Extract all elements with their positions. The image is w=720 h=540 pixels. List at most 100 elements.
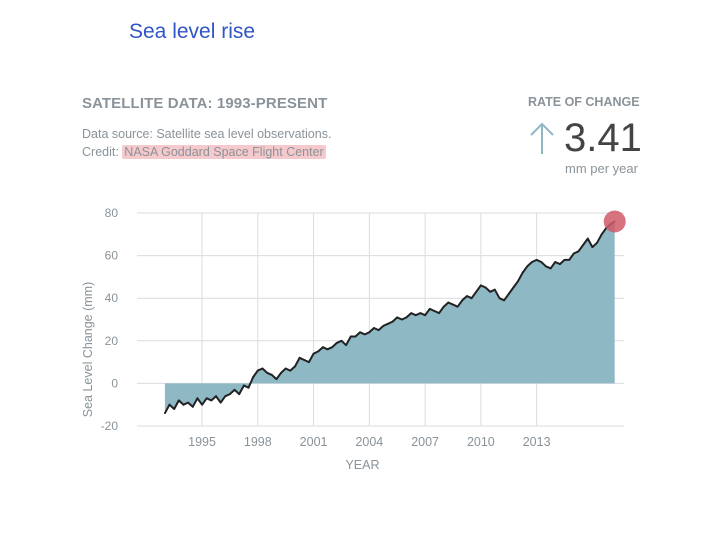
data-point [600, 233, 603, 236]
data-point [484, 286, 487, 289]
data-point [280, 371, 282, 374]
data-point [233, 388, 236, 391]
data-point [284, 367, 287, 370]
data-point [182, 403, 185, 406]
data-point [335, 342, 338, 344]
x-tick-label: 2007 [411, 435, 439, 449]
data-point [433, 310, 436, 312]
data-point [410, 312, 413, 314]
data-point [582, 244, 584, 246]
data-point [526, 265, 529, 268]
data-point [559, 263, 561, 265]
data-source-text: Data source: Satellite sea level observa… [82, 127, 332, 141]
x-tick-label: 1998 [244, 435, 272, 449]
data-point [507, 293, 510, 295]
data-point [396, 316, 399, 319]
rate-of-change-label: RATE OF CHANGE [528, 95, 640, 109]
data-point [405, 316, 408, 319]
data-point [205, 397, 208, 400]
data-point [466, 295, 468, 297]
slide-title: Sea level rise [129, 20, 256, 43]
data-point [591, 246, 594, 249]
x-tick-label: 2004 [355, 435, 383, 449]
data-point [210, 399, 213, 402]
y-tick-label: 60 [105, 249, 119, 263]
credit-link[interactable]: NASA Goddard Space Flight Center [122, 145, 326, 159]
credit-line: Credit: NASA Goddard Space Flight Center [82, 145, 326, 159]
data-point [238, 393, 241, 395]
data-point [173, 408, 176, 410]
y-axis-label: Sea Level Change (mm) [81, 282, 95, 417]
data-point [303, 359, 306, 361]
data-point [480, 284, 482, 287]
data-point [568, 259, 571, 261]
data-point [377, 329, 380, 331]
y-tick-label: 40 [105, 291, 119, 305]
data-point [187, 401, 190, 404]
data-point [247, 386, 250, 389]
data-point [503, 299, 505, 302]
data-point [470, 297, 473, 300]
data-point [191, 405, 194, 408]
data-point [498, 297, 501, 300]
y-tick-label: -20 [101, 419, 119, 433]
series-area [164, 221, 615, 414]
y-tick-label: 20 [105, 334, 119, 348]
data-point [531, 261, 533, 263]
data-point [298, 356, 301, 359]
data-point [229, 393, 231, 395]
data-point [308, 361, 310, 363]
data-point [345, 344, 347, 346]
data-point [452, 303, 454, 306]
data-point [586, 237, 589, 240]
data-point [438, 312, 440, 314]
data-point [243, 384, 245, 387]
data-point [489, 290, 492, 293]
data-point [545, 265, 547, 268]
x-axis-label: YEAR [345, 458, 379, 472]
data-point [461, 299, 464, 302]
y-tick-label: 0 [111, 376, 118, 390]
data-point [177, 399, 180, 402]
data-point [428, 308, 431, 310]
data-point [331, 346, 334, 349]
data-point [164, 412, 166, 415]
data-point [201, 403, 204, 406]
data-point [549, 267, 552, 270]
data-point [340, 339, 343, 342]
x-tick-label: 2001 [300, 435, 328, 449]
data-points [164, 220, 616, 415]
data-point [414, 314, 417, 317]
data-point [294, 365, 296, 368]
data-point [442, 305, 445, 308]
rate-unit: mm per year [565, 161, 638, 176]
chart-title: SATELLITE DATA: 1993-PRESENT [82, 95, 328, 112]
y-tick-label: 80 [105, 206, 119, 220]
data-point [387, 322, 389, 325]
data-point [419, 312, 422, 314]
data-point [215, 395, 217, 398]
up-arrow-icon [530, 122, 554, 154]
data-point [554, 261, 557, 263]
data-point [493, 288, 496, 291]
data-point [354, 335, 357, 338]
data-point [317, 350, 320, 353]
data-point [196, 397, 199, 400]
credit-prefix: Credit: [82, 145, 123, 159]
data-point [256, 369, 259, 372]
data-point [512, 286, 515, 289]
data-point [572, 252, 575, 255]
data-point [535, 259, 538, 261]
data-point [219, 401, 222, 404]
data-point [540, 261, 543, 263]
data-point [382, 325, 385, 327]
data-point [270, 374, 273, 376]
data-point [456, 305, 459, 308]
data-point [563, 259, 566, 261]
data-point [447, 301, 450, 304]
data-point [359, 331, 361, 334]
data-point [596, 241, 598, 244]
data-point [401, 318, 403, 321]
data-point [521, 271, 524, 274]
x-tick-label: 2010 [467, 435, 495, 449]
